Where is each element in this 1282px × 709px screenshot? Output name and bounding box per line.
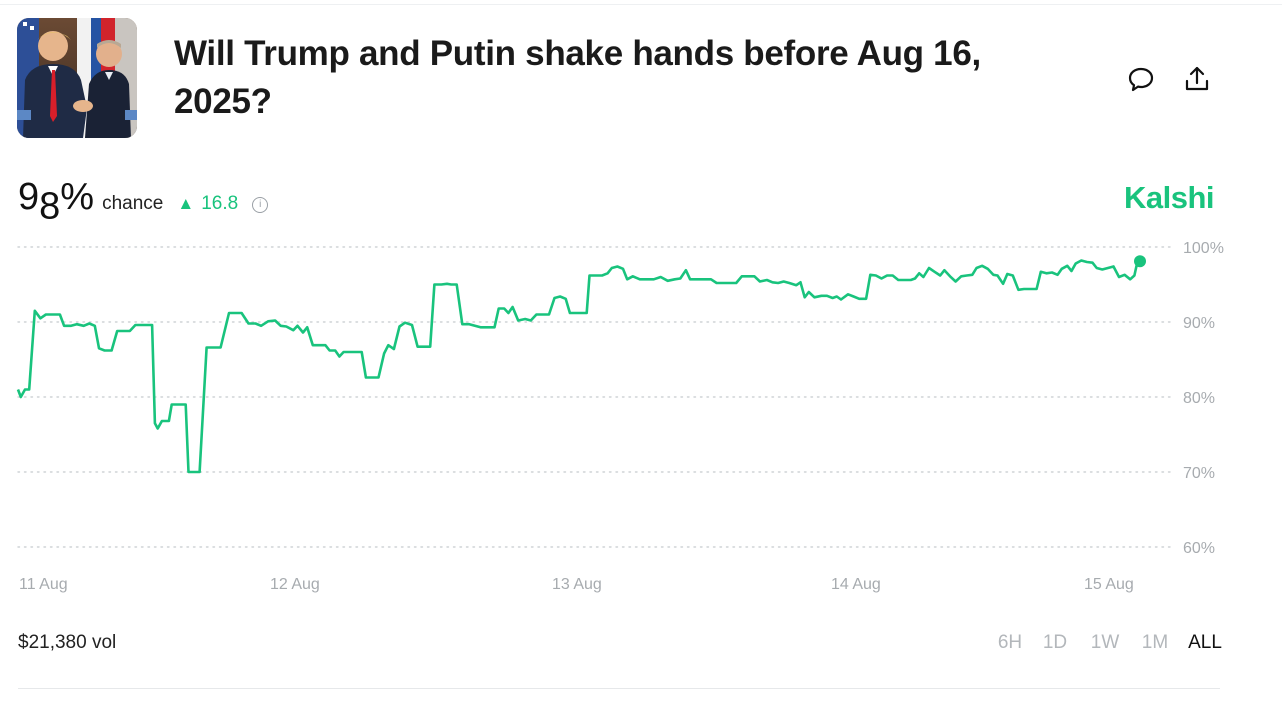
- range-6h[interactable]: 6H: [997, 632, 1023, 653]
- market-thumbnail[interactable]: [17, 18, 137, 138]
- volume-label: $21,380 vol: [18, 632, 117, 653]
- probability-stats: 98% chance ▲ 1 6.8 i: [18, 176, 269, 229]
- info-icon[interactable]: i: [252, 196, 269, 213]
- brand-logo: Kalshi: [1124, 180, 1215, 215]
- x-tick-label: 15 Aug: [1084, 576, 1134, 593]
- probability-chart[interactable]: 100% 90% 80% 70% 60% 11 Aug 12 Aug 13 Aug 14 Aug…: [0, 230, 1282, 610]
- handshake-photo: [17, 18, 137, 138]
- top-divider: [0, 4, 1282, 5]
- y-tick-label: 60%: [1183, 540, 1215, 557]
- x-tick-label: 12 Aug: [270, 576, 320, 593]
- x-tick-label: 11 Aug: [19, 576, 68, 593]
- x-tick-label: 13 Aug: [552, 576, 602, 593]
- chance-label: chance: [102, 193, 164, 214]
- market-title: Will Trump and Putin shake hands before …: [174, 34, 981, 121]
- y-tick-label: 90%: [1183, 315, 1215, 332]
- latest-point-marker[interactable]: [1134, 255, 1146, 268]
- y-tick-label: 80%: [1183, 390, 1215, 407]
- market-actions: [1125, 63, 1213, 95]
- time-range-selector: 6H 1D 1W 1M ALL: [990, 632, 1230, 654]
- change-value: ▲ 1 6.8: [177, 193, 239, 214]
- series-line: [16, 259, 1141, 474]
- bottom-divider: [18, 688, 1220, 689]
- x-tick-label: 14 Aug: [831, 576, 881, 593]
- range-all[interactable]: ALL: [1188, 632, 1222, 653]
- probability-value: 98%: [18, 176, 95, 228]
- y-tick-label: 70%: [1183, 465, 1215, 482]
- share-upload-icon[interactable]: [1181, 63, 1213, 95]
- y-tick-label: 100%: [1183, 240, 1224, 257]
- range-1m[interactable]: 1M: [1141, 632, 1169, 653]
- triangle-up-icon: ▲: [177, 194, 195, 213]
- range-1w[interactable]: 1W: [1090, 632, 1120, 653]
- comment-bubble-icon[interactable]: [1125, 63, 1157, 95]
- range-1d[interactable]: 1D: [1042, 632, 1068, 653]
